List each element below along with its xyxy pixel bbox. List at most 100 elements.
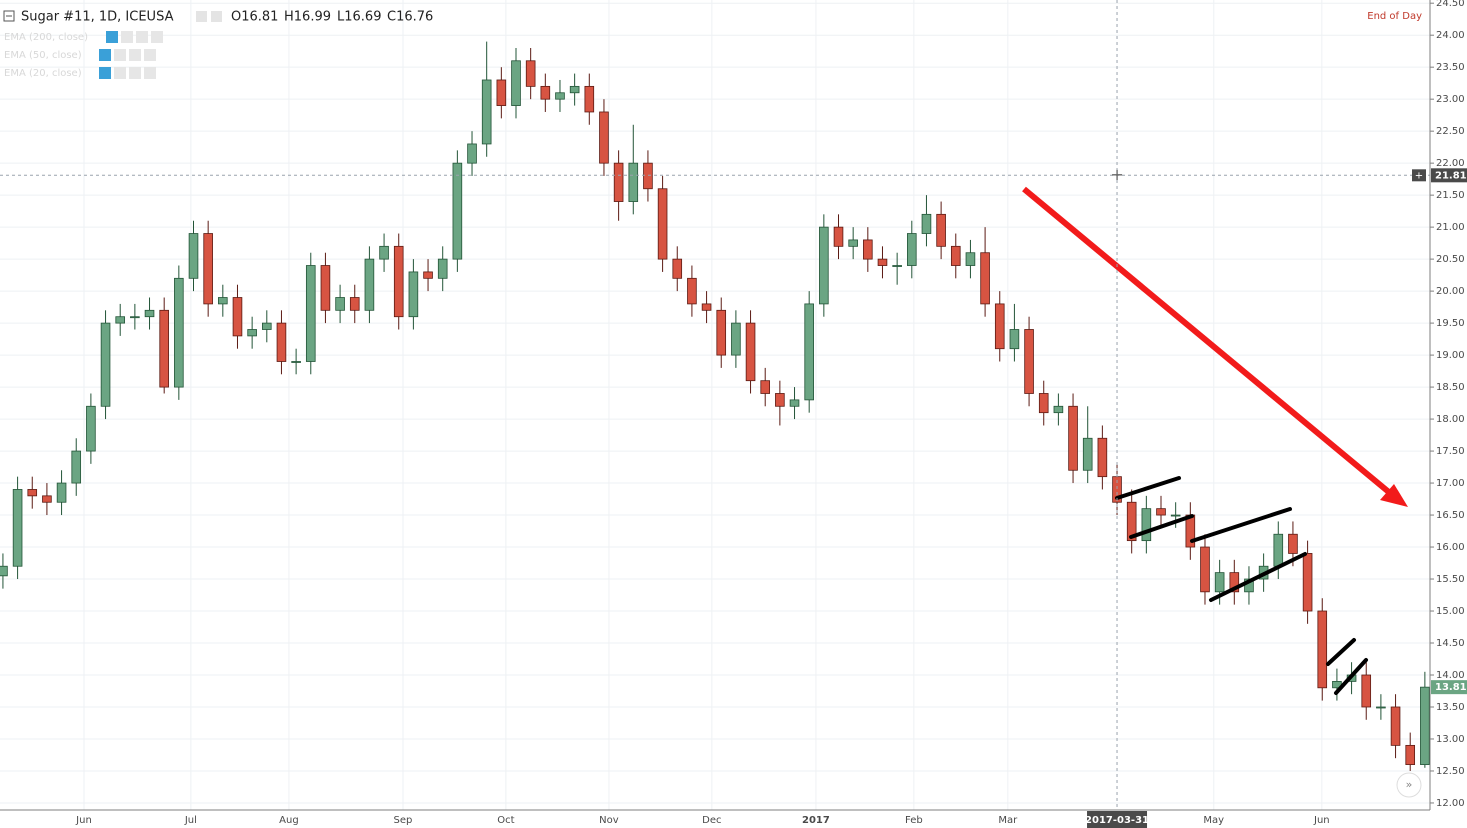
x-tick-label: Dec — [702, 815, 721, 826]
candle-body — [804, 303, 814, 401]
candle-body — [1229, 572, 1240, 593]
candle-body — [643, 162, 653, 190]
y-tick-label: 12.00 — [1436, 798, 1465, 809]
candles — [0, 41, 1430, 771]
candle-body — [775, 393, 785, 407]
visibility-button[interactable] — [106, 31, 118, 43]
y-tick-label: 15.00 — [1436, 606, 1465, 617]
crosshair: + — [0, 0, 1430, 810]
crosshair-cursor: + — [1110, 165, 1123, 184]
candle-body — [408, 271, 419, 318]
candle-body — [42, 495, 52, 503]
time-axis — [0, 810, 1467, 828]
ohlc-close: C16.76 — [387, 10, 433, 25]
candle-body — [12, 489, 23, 567]
candle-body — [525, 60, 536, 87]
candle-body — [452, 162, 463, 260]
y-tick-label: 19.50 — [1436, 318, 1465, 329]
y-tick-label: 16.00 — [1436, 542, 1465, 553]
candle-body — [423, 271, 433, 279]
remove-button[interactable] — [151, 31, 163, 43]
candle-body — [980, 252, 990, 305]
candle-body — [1376, 706, 1386, 709]
y-tick-label: 15.50 — [1436, 574, 1465, 585]
candle-body — [320, 265, 331, 311]
y-tick-label: 13.00 — [1436, 734, 1465, 745]
visibility-button[interactable] — [99, 67, 111, 79]
candle-body — [555, 92, 565, 100]
legend-button[interactable] — [211, 11, 222, 22]
settings-button[interactable] — [114, 49, 126, 61]
candle-body — [745, 322, 756, 382]
axis-labels: 12.00 12.50 13.00 13.50 14.00 14.50 15.00 15.50… — [75, 0, 1464, 826]
y-tick-label: 23.50 — [1436, 62, 1465, 73]
crosshair-price-box — [1431, 168, 1467, 183]
candle-body — [71, 450, 82, 484]
candle-body — [1317, 610, 1328, 689]
add-button[interactable] — [129, 49, 141, 61]
candle-body — [511, 60, 521, 106]
candle-body — [393, 245, 404, 318]
y-tick-label: 21.50 — [1436, 190, 1465, 201]
y-tick-label: 18.00 — [1436, 414, 1465, 425]
scroll-icon: » — [1406, 778, 1413, 791]
candle-body — [56, 482, 67, 503]
crosshair-plus-box[interactable] — [1412, 169, 1426, 182]
candle-body — [994, 303, 1005, 350]
y-tick-label: 18.50 — [1436, 382, 1465, 393]
crosshair-price-label: 21.81 — [1435, 170, 1467, 181]
remove-button[interactable] — [144, 49, 156, 61]
candle-body — [1156, 508, 1166, 516]
legend-button[interactable] — [196, 11, 207, 22]
indicator-label: EMA (200, close) — [4, 32, 88, 43]
candle-body — [1097, 437, 1108, 478]
settings-button[interactable] — [114, 67, 126, 79]
candle-body — [1405, 744, 1416, 765]
candle-body — [936, 213, 946, 247]
x-tick-label: Oct — [497, 815, 514, 826]
y-tick-label: 12.50 — [1436, 766, 1465, 777]
candle-body — [789, 399, 800, 407]
candle-body — [437, 258, 448, 279]
visibility-button[interactable] — [99, 49, 111, 61]
indicator-buttons — [99, 31, 163, 79]
candle-body — [731, 322, 741, 356]
arrow-head — [1380, 484, 1408, 507]
candle-body — [276, 322, 287, 362]
symbol-title: Sugar #11, 1D, ICEUSA — [21, 10, 174, 25]
candle-body — [1361, 674, 1372, 708]
last-price-box — [1431, 680, 1467, 695]
candle-body — [921, 213, 932, 234]
candle-body — [115, 316, 126, 324]
collapse-button[interactable] — [3, 10, 15, 22]
x-tick-label: Jun — [75, 815, 92, 826]
candle-body — [0, 565, 8, 577]
y-tick-label: 20.50 — [1436, 254, 1465, 265]
x-tick-label: Aug — [279, 815, 299, 826]
add-button[interactable] — [136, 31, 148, 43]
session-note: End of Day — [1367, 11, 1422, 22]
indicator-label: EMA (50, close) — [4, 50, 82, 61]
trend-arrow — [1022, 186, 1398, 501]
y-tick-label: 14.50 — [1436, 638, 1465, 649]
add-button[interactable] — [129, 67, 141, 79]
candle-body — [232, 297, 243, 337]
channel-lines — [1115, 476, 1368, 695]
settings-button[interactable] — [121, 31, 133, 43]
remove-button[interactable] — [144, 67, 156, 79]
candle-body — [1038, 393, 1049, 414]
scroll-button[interactable] — [1396, 772, 1422, 798]
candle-body — [130, 316, 140, 319]
candle-body — [701, 303, 712, 311]
indicator-legend: EMA (200, close) EMA (50, close) EMA (20… — [4, 31, 163, 79]
candle-body — [379, 245, 389, 260]
candle-body — [364, 258, 375, 311]
indicator-label: EMA (20, close) — [4, 68, 82, 79]
candle-body — [848, 239, 858, 247]
y-tick-label: 14.00 — [1436, 670, 1465, 681]
candle-body — [950, 245, 961, 266]
candle-body — [1141, 508, 1152, 542]
crosshair-plus: + — [1415, 170, 1423, 181]
candle-body — [892, 265, 902, 267]
candle-body — [540, 85, 551, 100]
